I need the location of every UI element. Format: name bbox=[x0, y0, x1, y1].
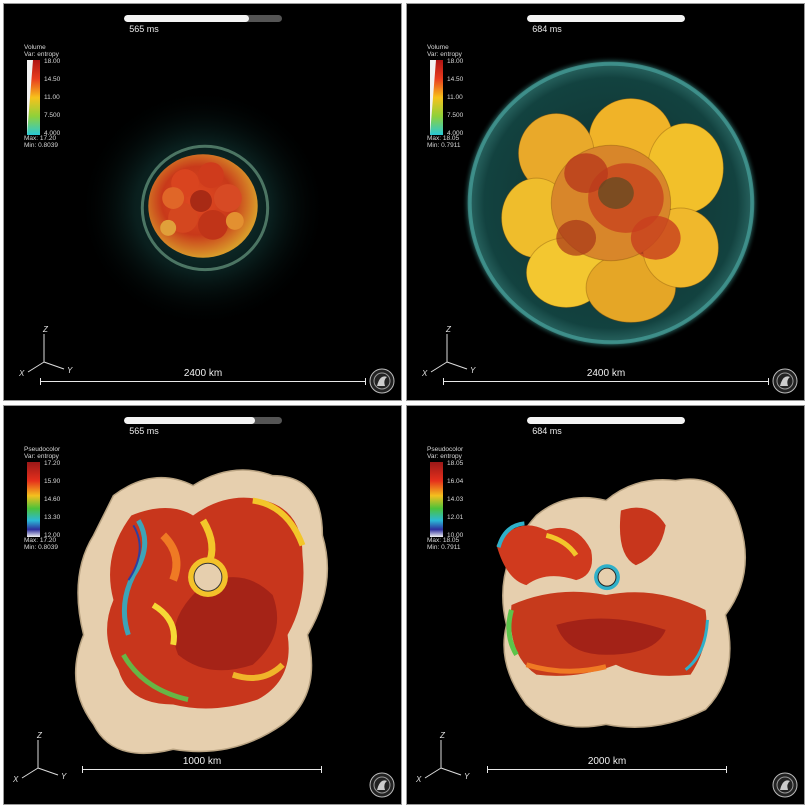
axis-z-label: Z bbox=[42, 325, 49, 334]
legend-tick: 16.04 bbox=[447, 478, 464, 485]
legend-tick: 12.00 bbox=[44, 532, 61, 539]
legend-type: Volume bbox=[24, 44, 46, 51]
legend-colorbar bbox=[27, 462, 40, 537]
simulation-panel-volume-684ms: 684 ms Volume Var: entropy 18.00 14.50 1… bbox=[406, 3, 805, 401]
axis-triad: Z X Y bbox=[18, 325, 73, 378]
legend-max: Max: 18.05 bbox=[427, 135, 460, 142]
time-label: 565 ms bbox=[129, 24, 159, 34]
legend-tick: 15.90 bbox=[44, 478, 61, 485]
legend-max: Max: 18.05 bbox=[427, 537, 460, 544]
legend-variable: Var: entropy bbox=[427, 453, 462, 460]
legend-tick: 18.05 bbox=[447, 460, 464, 467]
legend-tick: 14.50 bbox=[44, 76, 61, 83]
legend-tick: 11.00 bbox=[447, 94, 463, 101]
time-progress-bar bbox=[124, 15, 282, 22]
axis-x-label: X bbox=[415, 775, 422, 784]
legend-min: Min: 0.8039 bbox=[24, 142, 58, 149]
volume-render-image bbox=[461, 55, 761, 351]
legend-tick: 11.00 bbox=[44, 94, 60, 101]
scale-bar-label: 2400 km bbox=[183, 368, 223, 379]
legend-tick: 7.500 bbox=[44, 112, 61, 119]
time-progress-fill bbox=[527, 417, 685, 424]
legend-min: Min: 0.8039 bbox=[24, 544, 58, 551]
time-label: 565 ms bbox=[129, 426, 159, 436]
simulation-panel-pseudocolor-565ms: 565 ms Pseudocolor Var: entropy 17.20 15… bbox=[3, 405, 402, 805]
institute-logo-icon bbox=[369, 368, 395, 394]
legend-tick: 14.50 bbox=[447, 76, 464, 83]
scale-bar-label: 2400 km bbox=[586, 368, 626, 379]
legend-max: Max: 17.20 bbox=[24, 135, 57, 142]
institute-logo-icon bbox=[772, 772, 798, 798]
color-legend: Pseudocolor Var: entropy 17.20 15.90 14.… bbox=[24, 446, 94, 551]
legend-colorbar bbox=[430, 462, 443, 537]
scale-bar: 1000 km bbox=[82, 756, 322, 782]
legend-tick: 7.500 bbox=[447, 112, 464, 119]
time-progress-bar bbox=[527, 15, 685, 22]
time-label: 684 ms bbox=[532, 24, 562, 34]
time-progress-fill bbox=[124, 417, 256, 424]
legend-type: Pseudocolor bbox=[24, 446, 61, 453]
axis-x-label: X bbox=[12, 775, 19, 784]
legend-tick: 14.03 bbox=[447, 496, 464, 503]
legend-colorbar bbox=[430, 60, 443, 135]
scale-bar-label: 1000 km bbox=[182, 756, 222, 767]
axis-z-label: Z bbox=[439, 731, 446, 740]
time-progress-bar bbox=[124, 417, 282, 424]
axis-z-label: Z bbox=[36, 731, 43, 740]
legend-type: Pseudocolor bbox=[427, 446, 464, 453]
legend-min: Min: 0.7911 bbox=[427, 544, 461, 551]
axis-y-label: Y bbox=[470, 366, 476, 375]
axis-triad: Z X Y bbox=[12, 731, 67, 784]
color-legend: Volume Var: entropy 18.00 14.50 11.00 7.… bbox=[24, 44, 94, 149]
legend-tick: 4.000 bbox=[447, 130, 464, 137]
pseudocolor-render-image bbox=[74, 469, 329, 755]
simulation-panel-pseudocolor-684ms: 684 ms Pseudocolor Var: entropy 18.05 16… bbox=[406, 405, 805, 805]
legend-colorbar bbox=[27, 60, 40, 135]
axis-z-label: Z bbox=[445, 325, 452, 334]
time-label: 684 ms bbox=[532, 426, 562, 436]
axis-y-label: Y bbox=[67, 366, 73, 375]
legend-variable: Var: entropy bbox=[427, 51, 462, 58]
axis-y-label: Y bbox=[464, 772, 470, 781]
time-progress-fill bbox=[124, 15, 249, 22]
scale-bar: 2400 km bbox=[443, 368, 769, 394]
institute-logo-icon bbox=[772, 368, 798, 394]
time-progress-bar bbox=[527, 417, 685, 424]
legend-tick: 18.00 bbox=[447, 58, 464, 65]
legend-tick: 10.00 bbox=[447, 532, 464, 539]
time-progress-fill bbox=[527, 15, 685, 22]
scale-bar: 2400 km bbox=[40, 368, 366, 394]
legend-type: Volume bbox=[427, 44, 449, 51]
legend-max: Max: 17.20 bbox=[24, 537, 57, 544]
legend-tick: 4.000 bbox=[44, 130, 61, 137]
legend-tick: 18.00 bbox=[44, 58, 61, 65]
legend-tick: 12.01 bbox=[447, 514, 464, 521]
legend-tick: 17.20 bbox=[44, 460, 61, 467]
simulation-panel-volume-565ms: 565 ms Volume Var: entropy 18.00 14.50 1… bbox=[3, 3, 402, 401]
legend-tick: 14.60 bbox=[44, 496, 61, 503]
legend-min: Min: 0.7911 bbox=[427, 142, 461, 149]
institute-logo-icon bbox=[369, 772, 395, 798]
volume-render-image bbox=[78, 88, 328, 328]
scale-bar-label: 2000 km bbox=[587, 756, 627, 767]
color-legend: Pseudocolor Var: entropy 18.05 16.04 14.… bbox=[427, 446, 497, 551]
color-legend: Volume Var: entropy 18.00 14.50 11.00 7.… bbox=[427, 44, 497, 149]
legend-variable: Var: entropy bbox=[24, 453, 59, 460]
axis-x-label: X bbox=[421, 369, 428, 378]
axis-triad: Z X Y bbox=[415, 731, 470, 784]
axis-x-label: X bbox=[18, 369, 25, 378]
legend-variable: Var: entropy bbox=[24, 51, 59, 58]
scale-bar: 2000 km bbox=[487, 756, 727, 782]
axis-triad: Z X Y bbox=[421, 325, 476, 378]
pseudocolor-render-image bbox=[496, 478, 746, 728]
axis-y-label: Y bbox=[61, 772, 67, 781]
legend-tick: 13.30 bbox=[44, 514, 61, 521]
